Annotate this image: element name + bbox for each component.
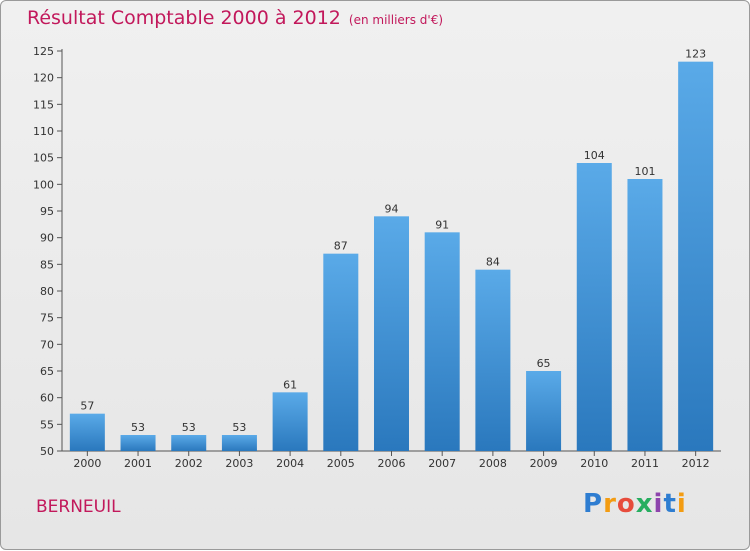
bar-value-label: 53 [232, 421, 246, 434]
x-tick-label: 2006 [378, 457, 406, 470]
y-tick-label: 55 [40, 418, 54, 431]
y-tick-label: 100 [33, 178, 54, 191]
proxiti-logo: Proxiti [583, 489, 687, 519]
bar-value-label: 57 [80, 400, 94, 413]
y-tick-label: 110 [33, 125, 54, 138]
bar [475, 269, 511, 451]
bar-value-label: 91 [435, 218, 449, 231]
bar-value-label: 61 [283, 378, 297, 391]
bar [272, 392, 308, 451]
x-tick-label: 2011 [631, 457, 659, 470]
y-tick-label: 60 [40, 392, 54, 405]
bar [627, 179, 663, 451]
commune-name: BERNEUIL [36, 497, 121, 517]
chart-title-text: Résultat Comptable 2000 à 2012 [27, 7, 341, 29]
bar [69, 413, 105, 451]
bar-value-label: 104 [584, 149, 605, 162]
chart-title: Résultat Comptable 2000 à 2012 (en millie… [27, 7, 443, 29]
x-tick-label: 2008 [479, 457, 507, 470]
y-tick-label: 65 [40, 365, 54, 378]
x-tick-label: 2007 [428, 457, 456, 470]
y-tick-label: 115 [33, 98, 54, 111]
y-tick-label: 90 [40, 232, 54, 245]
bar [678, 61, 714, 452]
y-tick-label: 75 [40, 312, 54, 325]
y-tick-label: 120 [33, 72, 54, 85]
bar-value-label: 101 [634, 165, 655, 178]
chart-unit: (en milliers d'€) [348, 13, 444, 27]
bar-value-label: 123 [685, 48, 706, 61]
x-tick-label: 2005 [327, 457, 355, 470]
x-tick-label: 2003 [225, 457, 253, 470]
bar [120, 435, 156, 451]
x-tick-label: 2009 [530, 457, 558, 470]
bar-value-label: 53 [182, 421, 196, 434]
y-tick-label: 50 [40, 445, 54, 458]
y-tick-label: 70 [40, 338, 54, 351]
bar [576, 163, 612, 451]
x-tick-label: 2004 [276, 457, 304, 470]
x-tick-label: 2001 [124, 457, 152, 470]
y-tick-label: 125 [33, 45, 54, 58]
x-tick-label: 2012 [682, 457, 710, 470]
y-tick-label: 95 [40, 205, 54, 218]
bar-value-label: 65 [537, 357, 551, 370]
y-tick-label: 80 [40, 285, 54, 298]
y-tick-label: 105 [33, 152, 54, 165]
x-tick-label: 2010 [580, 457, 608, 470]
bar-value-label: 84 [486, 256, 500, 269]
bar [424, 232, 460, 451]
bar [171, 435, 207, 451]
bar-value-label: 53 [131, 421, 145, 434]
bar [526, 371, 562, 451]
x-tick-label: 2002 [175, 457, 203, 470]
bar-value-label: 87 [334, 240, 348, 253]
bar [323, 253, 359, 451]
bar [374, 216, 409, 451]
x-tick-label: 2000 [73, 457, 101, 470]
bar [221, 435, 257, 451]
bar-value-label: 94 [385, 202, 399, 215]
y-tick-label: 85 [40, 258, 54, 271]
